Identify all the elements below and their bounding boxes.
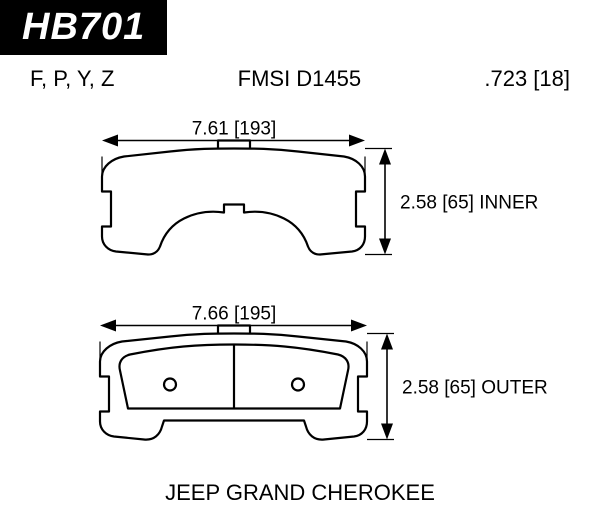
diagram-container: HB701 F, P, Y, Z FMSI D1455 .723 [18] 7.… xyxy=(0,0,600,518)
diagram-area: 7.61 [193] 2.58 [65] INNER xyxy=(20,95,580,468)
inner-height-label: 2.58 [65] INNER xyxy=(400,193,538,214)
rivet-hole xyxy=(292,379,304,391)
compound-codes: F, P, Y, Z xyxy=(30,66,114,92)
inner-pad-outline xyxy=(102,149,365,255)
part-number: HB701 xyxy=(22,6,145,48)
pad-diagram-svg: 7.61 [193] 2.58 [65] INNER xyxy=(20,95,580,468)
fmsi-number: FMSI D1455 xyxy=(238,66,362,92)
outer-height-dimension: 2.58 [65] OUTER xyxy=(367,334,548,440)
inner-pad-top-clip xyxy=(218,141,250,149)
spec-row: F, P, Y, Z FMSI D1455 .723 [18] xyxy=(30,66,570,92)
inner-height-dimension: 2.58 [65] INNER xyxy=(365,149,538,255)
inner-width-dimension: 7.61 [193] xyxy=(102,119,365,187)
part-number-box: HB701 xyxy=(0,0,167,55)
rivet-hole xyxy=(164,379,176,391)
outer-pad-top-clip xyxy=(218,326,250,334)
vehicle-application: JEEP GRAND CHEROKEE xyxy=(0,480,600,506)
outer-width-label: 7.66 [195] xyxy=(192,304,277,325)
inner-width-label: 7.61 [193] xyxy=(192,119,277,140)
thickness: .723 [18] xyxy=(484,66,570,92)
outer-height-label: 2.58 [65] OUTER xyxy=(402,378,548,399)
